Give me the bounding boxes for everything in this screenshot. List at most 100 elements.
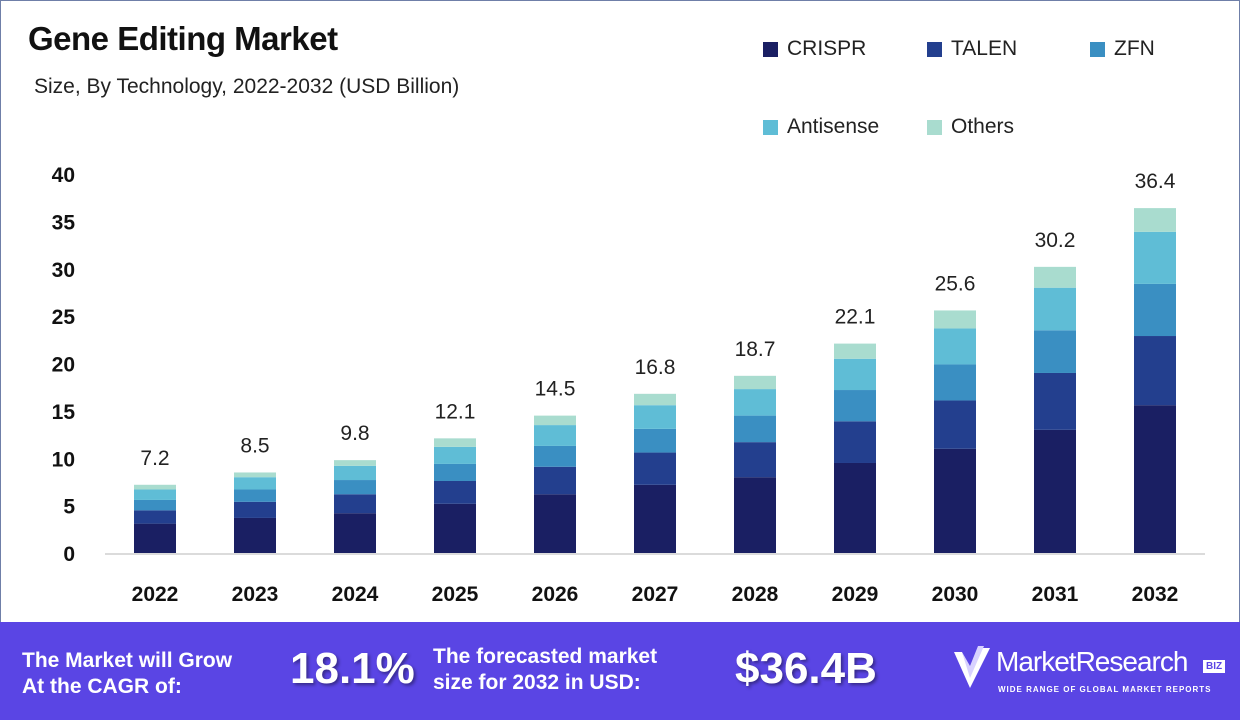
bar-segment-crispr bbox=[834, 462, 876, 553]
footer-banner: The Market will Grow At the CAGR of: 18.… bbox=[0, 622, 1240, 720]
legend-swatch bbox=[927, 41, 942, 57]
legend-label: CRISPR bbox=[787, 37, 867, 60]
bar-total-label: 9.8 bbox=[340, 422, 369, 445]
x-tick-label: 2024 bbox=[332, 583, 379, 606]
bar-total-label: 30.2 bbox=[1035, 229, 1076, 252]
bar-segment-zfn bbox=[434, 463, 476, 481]
y-tick-label: 20 bbox=[52, 354, 75, 377]
bar-segment-crispr bbox=[534, 494, 576, 553]
legend-swatch bbox=[763, 41, 778, 57]
y-tick-label: 25 bbox=[52, 306, 76, 329]
legend-label: ZFN bbox=[1114, 37, 1155, 60]
forecast-label: The forecasted market size for 2032 in U… bbox=[433, 644, 657, 696]
legend-label: TALEN bbox=[951, 37, 1018, 60]
bar-segment-others bbox=[934, 310, 976, 329]
bar-segment-talen bbox=[834, 421, 876, 463]
cagr-value: 18.1% bbox=[290, 644, 415, 693]
bar-segment-crispr bbox=[634, 484, 676, 553]
bar-segment-others bbox=[334, 460, 376, 466]
y-tick-label: 15 bbox=[52, 401, 76, 424]
bar-segment-others bbox=[1034, 266, 1076, 288]
bar-segment-zfn bbox=[634, 428, 676, 453]
bar-segment-zfn bbox=[834, 390, 876, 422]
bar-segment-antisense bbox=[834, 358, 876, 391]
chart-title: Gene Editing Market bbox=[28, 20, 338, 57]
bar-segment-crispr bbox=[434, 503, 476, 553]
bar-segment-antisense bbox=[634, 405, 676, 429]
bar-segment-others bbox=[134, 484, 176, 490]
bar-total-label: 7.2 bbox=[140, 447, 169, 470]
x-tick-label: 2030 bbox=[932, 583, 979, 606]
x-tick-label: 2022 bbox=[132, 583, 179, 606]
legend-swatch bbox=[763, 119, 778, 135]
y-tick-label: 10 bbox=[52, 448, 75, 471]
bar-segment-crispr bbox=[1134, 405, 1176, 553]
forecast-label-line2: size for 2032 in USD: bbox=[433, 671, 641, 694]
bar-segment-talen bbox=[1134, 336, 1176, 406]
legend-swatch bbox=[1090, 41, 1105, 57]
bar-segment-talen bbox=[734, 442, 776, 478]
cagr-label: The Market will Grow At the CAGR of: bbox=[22, 648, 232, 700]
bar-total-label: 18.7 bbox=[735, 338, 776, 361]
bar-segment-antisense bbox=[534, 425, 576, 446]
legend-item-talen: TALEN bbox=[927, 37, 1017, 61]
bar-total-label: 25.6 bbox=[935, 272, 976, 295]
bar-segment-others bbox=[634, 393, 676, 406]
y-tick-label: 0 bbox=[63, 543, 75, 566]
legend-label: Antisense bbox=[787, 115, 880, 138]
bar-segment-zfn bbox=[1034, 330, 1076, 373]
bar-segment-zfn bbox=[134, 499, 176, 511]
bar-segment-crispr bbox=[234, 517, 276, 553]
bar-segment-talen bbox=[934, 400, 976, 449]
bar-segment-zfn bbox=[234, 489, 276, 502]
bar-segment-others bbox=[234, 472, 276, 478]
bar-total-label: 36.4 bbox=[1135, 170, 1176, 193]
cagr-label-line1: The Market will Grow bbox=[22, 649, 233, 672]
forecast-label-line1: The forecasted market bbox=[433, 645, 658, 668]
bar-segment-others bbox=[1134, 208, 1176, 232]
bar-segment-antisense bbox=[934, 328, 976, 365]
y-tick-label: 30 bbox=[52, 259, 75, 282]
logo-badge: BIZ bbox=[1203, 660, 1226, 673]
bar-segment-antisense bbox=[1134, 231, 1176, 284]
bar-segment-others bbox=[434, 438, 476, 447]
x-tick-label: 2026 bbox=[532, 583, 579, 606]
x-tick-label: 2029 bbox=[832, 583, 879, 606]
bar-segment-crispr bbox=[734, 477, 776, 553]
y-tick-label: 35 bbox=[52, 211, 76, 234]
chart-plot: 05101520253035407.220228.520239.8202412.… bbox=[52, 164, 1205, 606]
bar-total-label: 22.1 bbox=[835, 306, 876, 329]
logo-name: MarketResearch bbox=[996, 646, 1188, 677]
y-tick-label: 5 bbox=[63, 496, 75, 519]
bar-segment-zfn bbox=[934, 364, 976, 401]
bar-segment-crispr bbox=[934, 448, 976, 553]
cagr-label-line2: At the CAGR of: bbox=[22, 675, 182, 698]
bar-total-label: 16.8 bbox=[635, 356, 676, 379]
bar-segment-crispr bbox=[134, 523, 176, 553]
logo-tagline: WIDE RANGE OF GLOBAL MARKET REPORTS bbox=[998, 685, 1212, 694]
bar-segment-zfn bbox=[334, 480, 376, 495]
bar-segment-antisense bbox=[734, 389, 776, 416]
bar-segment-talen bbox=[534, 466, 576, 495]
bar-segment-talen bbox=[134, 510, 176, 524]
legend-item-others: Others bbox=[927, 115, 1014, 139]
bar-total-label: 12.1 bbox=[435, 400, 476, 423]
bar-segment-antisense bbox=[334, 465, 376, 481]
bar-total-label: 8.5 bbox=[240, 434, 269, 457]
bar-segment-antisense bbox=[234, 477, 276, 490]
forecast-value: $36.4B bbox=[735, 644, 877, 693]
legend-swatch bbox=[927, 119, 942, 135]
legend-item-crispr: CRISPR bbox=[763, 37, 866, 61]
x-tick-label: 2032 bbox=[1132, 583, 1179, 606]
x-tick-label: 2025 bbox=[432, 583, 479, 606]
y-tick-label: 40 bbox=[52, 164, 75, 187]
bar-segment-antisense bbox=[134, 489, 176, 500]
bar-segment-crispr bbox=[1034, 429, 1076, 553]
bar-segment-zfn bbox=[1134, 283, 1176, 337]
x-tick-label: 2027 bbox=[632, 583, 679, 606]
bar-segment-antisense bbox=[434, 446, 476, 464]
legend-label: Others bbox=[951, 115, 1015, 138]
bar-segment-antisense bbox=[1034, 287, 1076, 331]
chart-subtitle: Size, By Technology, 2022-2032 (USD Bill… bbox=[34, 75, 460, 98]
bar-segment-talen bbox=[334, 494, 376, 514]
